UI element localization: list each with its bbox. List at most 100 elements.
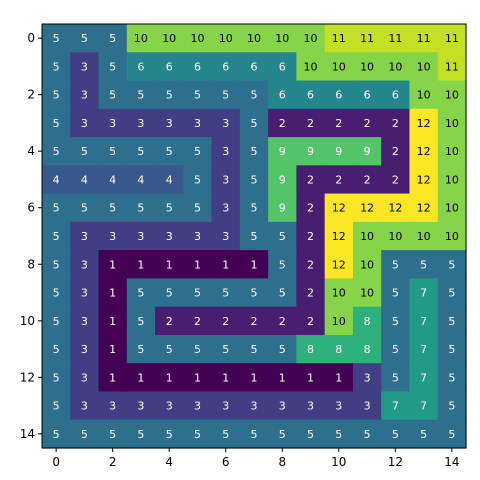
cell-value-label: 2: [307, 230, 314, 243]
cell-value-label: 1: [109, 371, 116, 384]
heatmap-cell: [381, 306, 411, 336]
heatmap-cell: [70, 52, 100, 82]
heatmap-cell: [409, 137, 439, 166]
heatmap-cell: [268, 80, 297, 110]
cell-value-label: 3: [81, 60, 88, 73]
heatmap-cell: [352, 137, 382, 166]
cell-value-label: 2: [307, 117, 314, 130]
heatmap-cell: [296, 278, 326, 308]
cell-value-label: 5: [53, 287, 60, 300]
heatmap-cell: [155, 52, 184, 82]
heatmap-cell: [98, 193, 128, 223]
cell-value-label: 4: [166, 173, 173, 186]
heatmap-cell: [155, 250, 184, 279]
cell-value-label: 3: [81, 89, 88, 102]
heatmap-cell: [155, 108, 184, 138]
cell-value-label: 3: [364, 400, 371, 413]
cell-value-label: 10: [190, 32, 204, 45]
cell-value-label: 5: [194, 202, 201, 215]
heatmap-cell: [409, 80, 439, 110]
heatmap-cell: [296, 419, 326, 449]
cell-value-label: 11: [417, 32, 431, 45]
heatmap-cell: [324, 137, 354, 166]
heatmap-cell: [126, 52, 156, 82]
y-axis: 0 2 4 6 8 10 12 14: [20, 31, 42, 441]
heatmap-cells: [42, 24, 467, 449]
cell-value-label: 5: [392, 315, 399, 328]
cell-value-label: 5: [392, 287, 399, 300]
cell-value-label: 5: [81, 32, 88, 45]
cell-value-label: 10: [304, 60, 318, 73]
cell-value-label: 5: [307, 428, 314, 441]
cell-value-label: 1: [166, 371, 173, 384]
heatmap-cell: [268, 250, 297, 279]
cell-value-label: 3: [364, 371, 371, 384]
heatmap-cell: [126, 278, 156, 308]
heatmap-cell: [352, 306, 382, 336]
heatmap-cell: [42, 334, 71, 364]
heatmap-cell: [42, 52, 71, 82]
heatmap-cell: [296, 363, 326, 393]
heatmap-cell: [239, 363, 269, 393]
cell-value-label: 3: [222, 400, 229, 413]
heatmap-cell: [352, 108, 382, 138]
heatmap-cell: [183, 221, 213, 251]
heatmap-cell: [155, 193, 184, 223]
y-tick-label: 10: [20, 314, 35, 328]
heatmap-cell: [268, 334, 297, 364]
heatmap-cell: [211, 419, 241, 449]
cell-value-label: 5: [109, 89, 116, 102]
cell-value-label: 3: [81, 117, 88, 130]
heatmap-cell: [324, 165, 354, 195]
cell-value-label: 5: [109, 428, 116, 441]
heatmap-cell: [324, 363, 354, 393]
heatmap-cell: [352, 80, 382, 110]
heatmap-cell: [183, 363, 213, 393]
cell-value-label: 5: [420, 258, 427, 271]
heatmap-cell: [381, 334, 411, 364]
cell-value-label: 12: [388, 202, 402, 215]
cell-value-label: 3: [109, 117, 116, 130]
cell-value-label: 3: [81, 400, 88, 413]
cell-value-label: 5: [335, 428, 342, 441]
cell-value-label: 6: [137, 60, 144, 73]
heatmap-cell: [70, 221, 100, 251]
cell-value-label: 1: [222, 258, 229, 271]
cell-value-label: 10: [360, 230, 374, 243]
heatmap-cell: [268, 221, 297, 251]
heatmap-cell: [268, 419, 297, 449]
cell-value-label: 2: [194, 315, 201, 328]
cell-value-label: 6: [307, 89, 314, 102]
heatmap-cell: [42, 24, 71, 53]
heatmap-cell: [183, 391, 213, 421]
cell-value-label: 5: [448, 371, 455, 384]
heatmap-cell: [437, 137, 467, 166]
heatmap-cell: [126, 80, 156, 110]
cell-value-label: 5: [53, 89, 60, 102]
cell-value-label: 12: [417, 173, 431, 186]
cell-value-label: 10: [445, 173, 459, 186]
cell-value-label: 10: [388, 60, 402, 73]
heatmap-cell: [352, 334, 382, 364]
heatmap-cell: [409, 165, 439, 195]
heatmap-cell: [98, 108, 128, 138]
cell-value-label: 4: [109, 173, 116, 186]
heatmap-cell: [239, 250, 269, 279]
cell-value-label: 2: [307, 315, 314, 328]
heatmap-cell: [70, 306, 100, 336]
cell-value-label: 3: [194, 230, 201, 243]
cell-value-label: 12: [332, 258, 346, 271]
heatmap-cell: [42, 278, 71, 308]
cell-value-label: 5: [81, 428, 88, 441]
cell-value-label: 5: [448, 343, 455, 356]
cell-value-label: 3: [194, 117, 201, 130]
heatmap-cell: [352, 193, 382, 223]
heatmap-cell: [437, 24, 467, 53]
heatmap-cell: [268, 391, 297, 421]
cell-value-label: 5: [222, 287, 229, 300]
cell-value-label: 5: [194, 173, 201, 186]
cell-value-label: 5: [53, 428, 60, 441]
cell-value-label: 5: [251, 117, 258, 130]
heatmap-cell: [268, 278, 297, 308]
cell-value-label: 5: [166, 287, 173, 300]
